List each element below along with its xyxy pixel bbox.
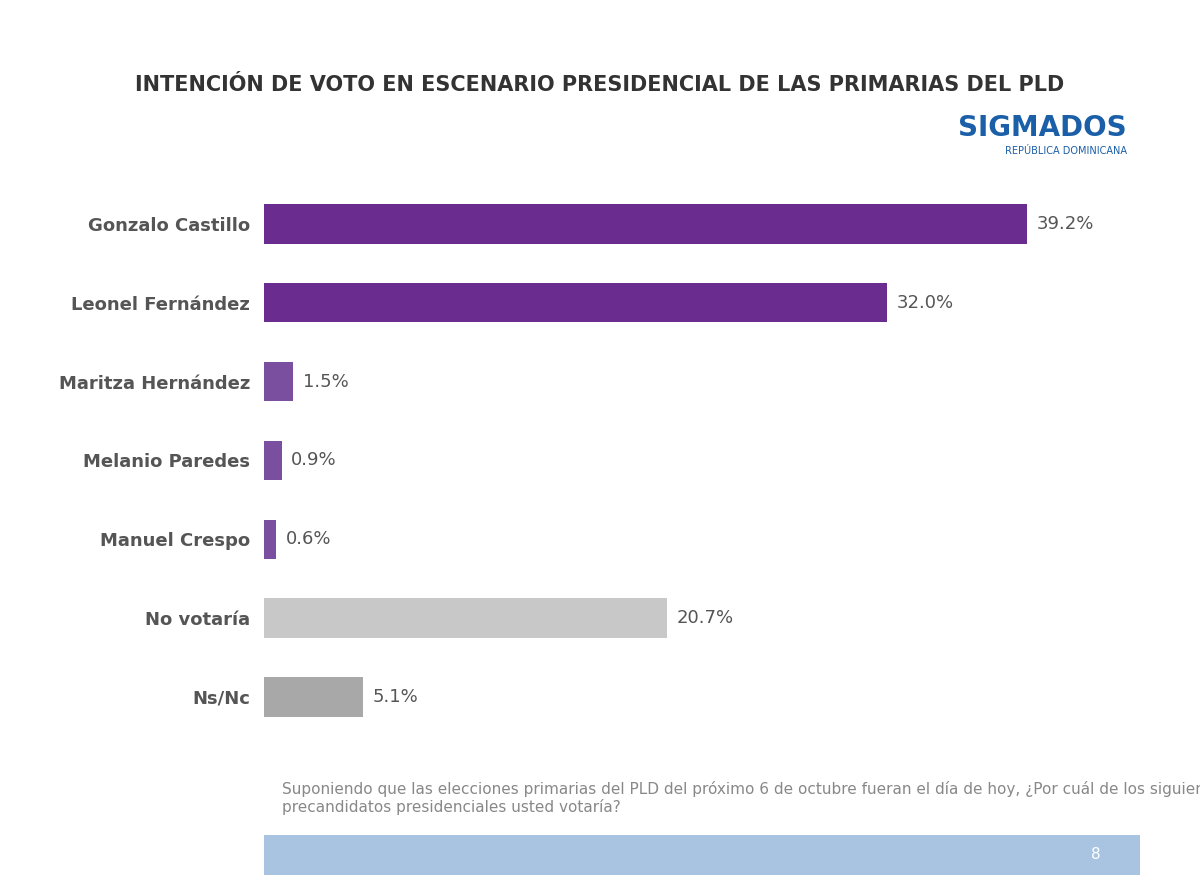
Text: 8: 8 xyxy=(1091,847,1102,863)
Bar xyxy=(264,598,667,638)
Text: 0.6%: 0.6% xyxy=(286,530,331,548)
Bar xyxy=(264,520,276,559)
Text: 1.5%: 1.5% xyxy=(302,372,349,390)
Text: 32.0%: 32.0% xyxy=(896,294,954,312)
Text: INTENCIÓN DE VOTO EN ESCENARIO PRESIDENCIAL DE LAS PRIMARIAS DEL PLD: INTENCIÓN DE VOTO EN ESCENARIO PRESIDENC… xyxy=(136,75,1064,95)
Text: REPÚBLICA DOMINICANA: REPÚBLICA DOMINICANA xyxy=(1004,146,1127,156)
Text: Suponiendo que las elecciones primarias del PLD del próximo 6 de octubre fueran : Suponiendo que las elecciones primarias … xyxy=(282,780,1200,815)
Text: 20.7%: 20.7% xyxy=(677,609,734,627)
Text: SIGMADOS: SIGMADOS xyxy=(959,113,1127,142)
Bar xyxy=(264,283,887,322)
Text: 0.9%: 0.9% xyxy=(292,452,337,470)
Bar xyxy=(264,204,1027,244)
FancyBboxPatch shape xyxy=(264,835,1140,875)
Bar xyxy=(264,441,282,480)
Text: 5.1%: 5.1% xyxy=(373,688,419,705)
Text: 39.2%: 39.2% xyxy=(1037,215,1094,233)
Bar xyxy=(264,362,293,401)
Bar xyxy=(264,677,364,716)
